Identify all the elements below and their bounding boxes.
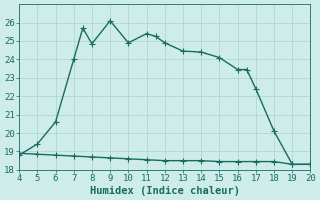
X-axis label: Humidex (Indice chaleur): Humidex (Indice chaleur) [90, 186, 240, 196]
